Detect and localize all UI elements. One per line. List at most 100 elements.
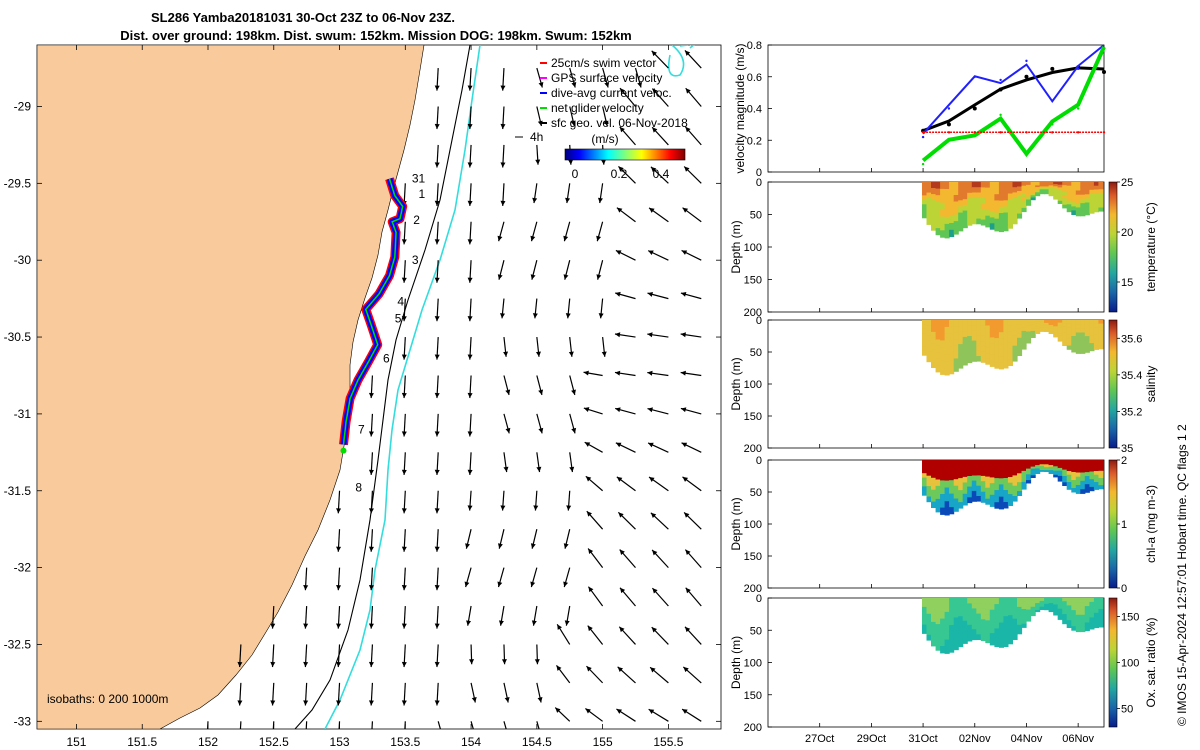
section-cell xyxy=(989,460,995,467)
section-cell xyxy=(1030,186,1036,190)
velocity-arrowhead xyxy=(503,466,509,473)
section-cell xyxy=(980,598,986,604)
section-cell xyxy=(1030,462,1036,465)
map-xtick-label: 153.5 xyxy=(390,735,420,749)
section-cell xyxy=(1039,186,1045,189)
section-cell xyxy=(962,320,968,327)
section-cell xyxy=(985,620,991,627)
velocity-arrowhead xyxy=(467,392,473,399)
section-cell xyxy=(1048,470,1054,473)
velocity-point xyxy=(999,113,1002,117)
section-cell xyxy=(1053,332,1059,336)
section-cell xyxy=(980,491,986,498)
section-cell xyxy=(985,598,991,605)
velocity-arrowhead xyxy=(596,235,602,242)
section-cell xyxy=(953,498,959,506)
section-cell xyxy=(1075,460,1081,465)
depth-tick-label: 150 xyxy=(744,275,762,287)
velocity-arrowhead xyxy=(555,707,561,713)
velocity-arrowhead xyxy=(615,442,622,448)
velocity-arrowhead xyxy=(467,239,473,245)
section-cell xyxy=(976,187,982,193)
section-cell xyxy=(1026,468,1032,472)
section-cell xyxy=(1039,320,1045,322)
section-cell xyxy=(1098,182,1104,187)
section-cell xyxy=(944,501,950,509)
section-cell xyxy=(976,603,982,609)
section-cell xyxy=(962,476,968,483)
section-cell xyxy=(1093,612,1099,617)
section-cell xyxy=(1062,607,1068,612)
section-cell xyxy=(962,620,968,627)
velocity-arrowhead xyxy=(434,623,440,629)
section-cell xyxy=(949,209,955,217)
section-cell xyxy=(931,218,937,225)
section-cell xyxy=(1044,464,1050,467)
section-cell xyxy=(1080,207,1086,213)
section-cell xyxy=(931,200,937,207)
section-cell xyxy=(1044,324,1050,327)
velocity-point xyxy=(1102,131,1106,134)
velocity-arrowhead xyxy=(336,546,342,552)
section-cell xyxy=(994,604,1000,611)
section-cell xyxy=(1098,345,1104,350)
velocity-arrowhead xyxy=(596,274,602,280)
section-cell xyxy=(1030,602,1036,606)
section-cell xyxy=(967,598,973,604)
section-cell xyxy=(1030,470,1036,474)
section-cell xyxy=(1039,184,1045,187)
track-end-marker xyxy=(340,447,347,454)
section-cell xyxy=(1039,462,1045,465)
colorbar-tick-label: 20 xyxy=(1121,227,1133,239)
velocity-arrowhead xyxy=(401,546,407,552)
section-cell xyxy=(980,187,986,194)
section-cell xyxy=(926,203,932,209)
section-cell xyxy=(1089,467,1095,472)
section-cell xyxy=(1084,460,1090,465)
section-cell xyxy=(1057,184,1063,188)
section-cell xyxy=(922,490,928,496)
section-cell xyxy=(1039,606,1045,609)
velocity-point xyxy=(1076,107,1080,110)
section-cell xyxy=(1057,322,1063,326)
section-cell xyxy=(940,598,946,606)
section-cell xyxy=(1044,598,1050,600)
section-cell xyxy=(1003,332,1009,339)
section-cell xyxy=(944,333,950,342)
section-cell xyxy=(1089,331,1095,336)
section-cell xyxy=(1044,467,1050,470)
section-colorbar xyxy=(1108,459,1118,589)
depth-tick-label: 100 xyxy=(744,519,762,531)
section-cell xyxy=(1066,601,1072,606)
velocity-arrowhead xyxy=(270,661,276,668)
section-cell xyxy=(953,358,959,366)
section-cell xyxy=(922,606,928,612)
section-cell xyxy=(1053,182,1059,185)
isobath-label: isobaths: 0 200 1000m xyxy=(47,692,168,706)
velocity-arrowhead xyxy=(503,351,509,357)
section-cell xyxy=(1035,461,1041,464)
section-cell xyxy=(1084,320,1090,325)
section-cell xyxy=(994,212,1000,220)
section-cell xyxy=(949,473,955,481)
velocity-arrowhead xyxy=(401,392,407,399)
velocity-arrowhead xyxy=(505,389,511,395)
section-cell xyxy=(1089,609,1095,614)
section-cell xyxy=(994,616,1000,623)
section-cell xyxy=(926,460,932,466)
section-cell xyxy=(1071,190,1077,195)
section-cell xyxy=(1039,321,1045,324)
section-cell xyxy=(1035,470,1041,473)
section-cell xyxy=(1003,338,1009,345)
section-cell xyxy=(1012,480,1018,487)
section-cell xyxy=(922,629,928,634)
section-cell xyxy=(1053,320,1059,323)
velocity-arrow xyxy=(536,721,540,729)
section-cell xyxy=(1039,605,1045,608)
section-cell xyxy=(922,337,928,343)
section-cell xyxy=(998,206,1004,214)
section-cell xyxy=(1017,182,1023,187)
section-cell xyxy=(1066,467,1072,472)
section-cell xyxy=(967,619,973,626)
section-cell xyxy=(980,486,986,493)
